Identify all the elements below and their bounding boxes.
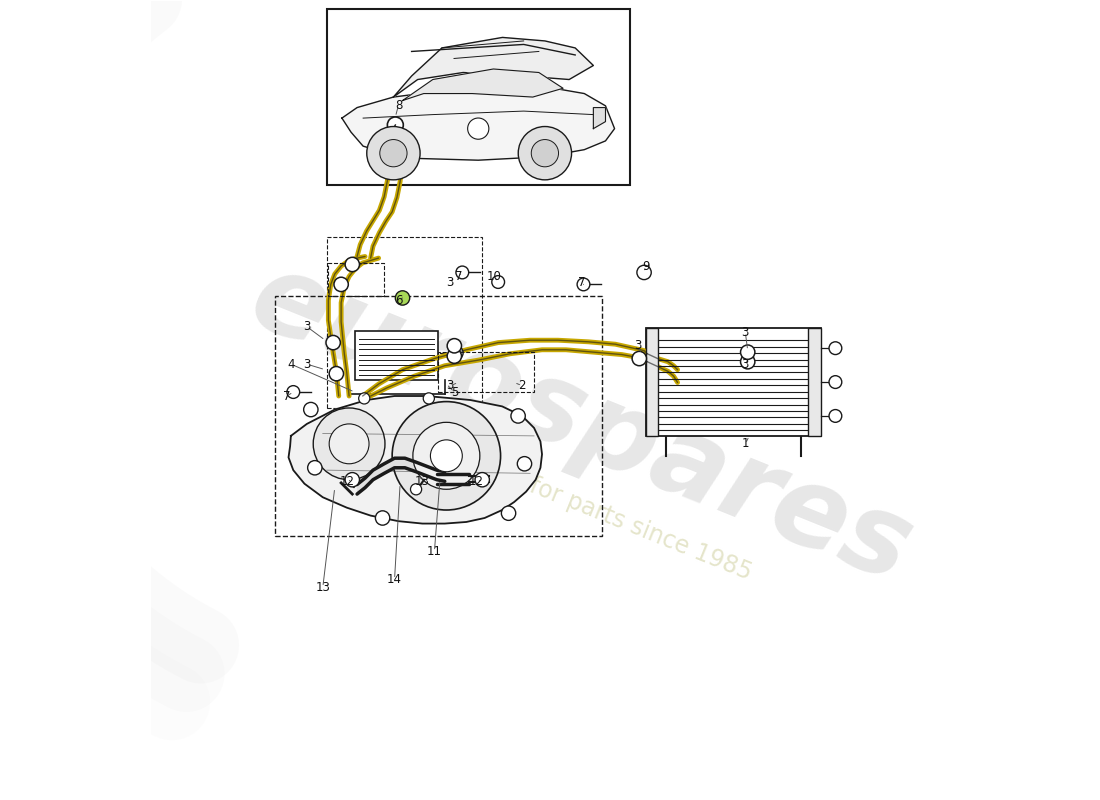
Text: 13: 13	[316, 581, 330, 594]
Circle shape	[424, 393, 434, 404]
Bar	[646, 328, 659, 436]
Circle shape	[829, 410, 842, 422]
Bar	[354, 330, 439, 380]
Text: 4: 4	[287, 358, 295, 370]
Text: a place for parts since 1985: a place for parts since 1985	[440, 438, 756, 585]
Text: 12: 12	[470, 475, 484, 488]
Circle shape	[578, 278, 590, 290]
Bar	[275, 296, 602, 535]
Circle shape	[492, 276, 505, 288]
Circle shape	[632, 351, 647, 366]
Circle shape	[379, 139, 407, 167]
Circle shape	[829, 376, 842, 389]
Circle shape	[345, 258, 360, 272]
Bar	[646, 328, 821, 436]
Polygon shape	[342, 86, 615, 160]
Circle shape	[448, 338, 462, 353]
Text: eurospares: eurospares	[236, 242, 927, 605]
Circle shape	[395, 290, 409, 305]
Bar	[808, 328, 821, 436]
Text: 3: 3	[304, 358, 310, 370]
Polygon shape	[394, 38, 593, 97]
Circle shape	[449, 346, 463, 360]
Circle shape	[531, 139, 559, 167]
Circle shape	[430, 440, 462, 472]
Circle shape	[475, 473, 490, 487]
Text: 12: 12	[339, 475, 354, 488]
Circle shape	[375, 511, 389, 525]
Circle shape	[304, 402, 318, 417]
Circle shape	[468, 118, 488, 139]
Circle shape	[829, 342, 842, 354]
Text: 3: 3	[447, 379, 454, 392]
Circle shape	[502, 506, 516, 520]
Text: 8: 8	[395, 98, 403, 111]
Bar	[327, 10, 629, 185]
Text: 3: 3	[304, 320, 310, 333]
Circle shape	[410, 484, 421, 495]
Text: 13: 13	[415, 475, 430, 488]
Circle shape	[329, 424, 368, 464]
Circle shape	[510, 409, 526, 423]
Text: 7: 7	[283, 390, 290, 402]
Text: 2: 2	[518, 379, 526, 392]
Text: 3: 3	[741, 358, 749, 370]
Circle shape	[359, 393, 370, 404]
Bar	[327, 237, 482, 408]
Polygon shape	[593, 107, 605, 129]
Circle shape	[366, 126, 420, 180]
Circle shape	[308, 461, 322, 475]
Circle shape	[517, 457, 531, 471]
Text: 11: 11	[427, 545, 442, 558]
Polygon shape	[288, 396, 542, 523]
Text: 3: 3	[447, 275, 454, 289]
Text: 10: 10	[487, 270, 502, 283]
Circle shape	[329, 366, 343, 381]
Circle shape	[345, 473, 360, 487]
Circle shape	[455, 266, 469, 279]
Polygon shape	[403, 69, 563, 101]
Circle shape	[740, 345, 755, 359]
Circle shape	[334, 278, 349, 291]
Circle shape	[392, 402, 500, 510]
Text: 7: 7	[579, 275, 585, 289]
Text: 3: 3	[634, 339, 641, 352]
Text: 1: 1	[741, 438, 749, 450]
Circle shape	[740, 354, 755, 369]
Circle shape	[314, 408, 385, 480]
Circle shape	[518, 126, 572, 180]
Text: 9: 9	[642, 259, 649, 273]
Text: 14: 14	[387, 573, 402, 586]
Circle shape	[448, 349, 462, 363]
Circle shape	[326, 335, 340, 350]
Text: 5: 5	[451, 386, 458, 398]
Text: 3: 3	[741, 326, 749, 338]
Circle shape	[287, 386, 299, 398]
Text: 7: 7	[454, 270, 462, 283]
Text: 6: 6	[395, 294, 403, 307]
Circle shape	[637, 266, 651, 280]
Bar	[439, 352, 535, 392]
Bar	[329, 263, 384, 296]
Circle shape	[412, 422, 480, 490]
Circle shape	[387, 117, 404, 133]
